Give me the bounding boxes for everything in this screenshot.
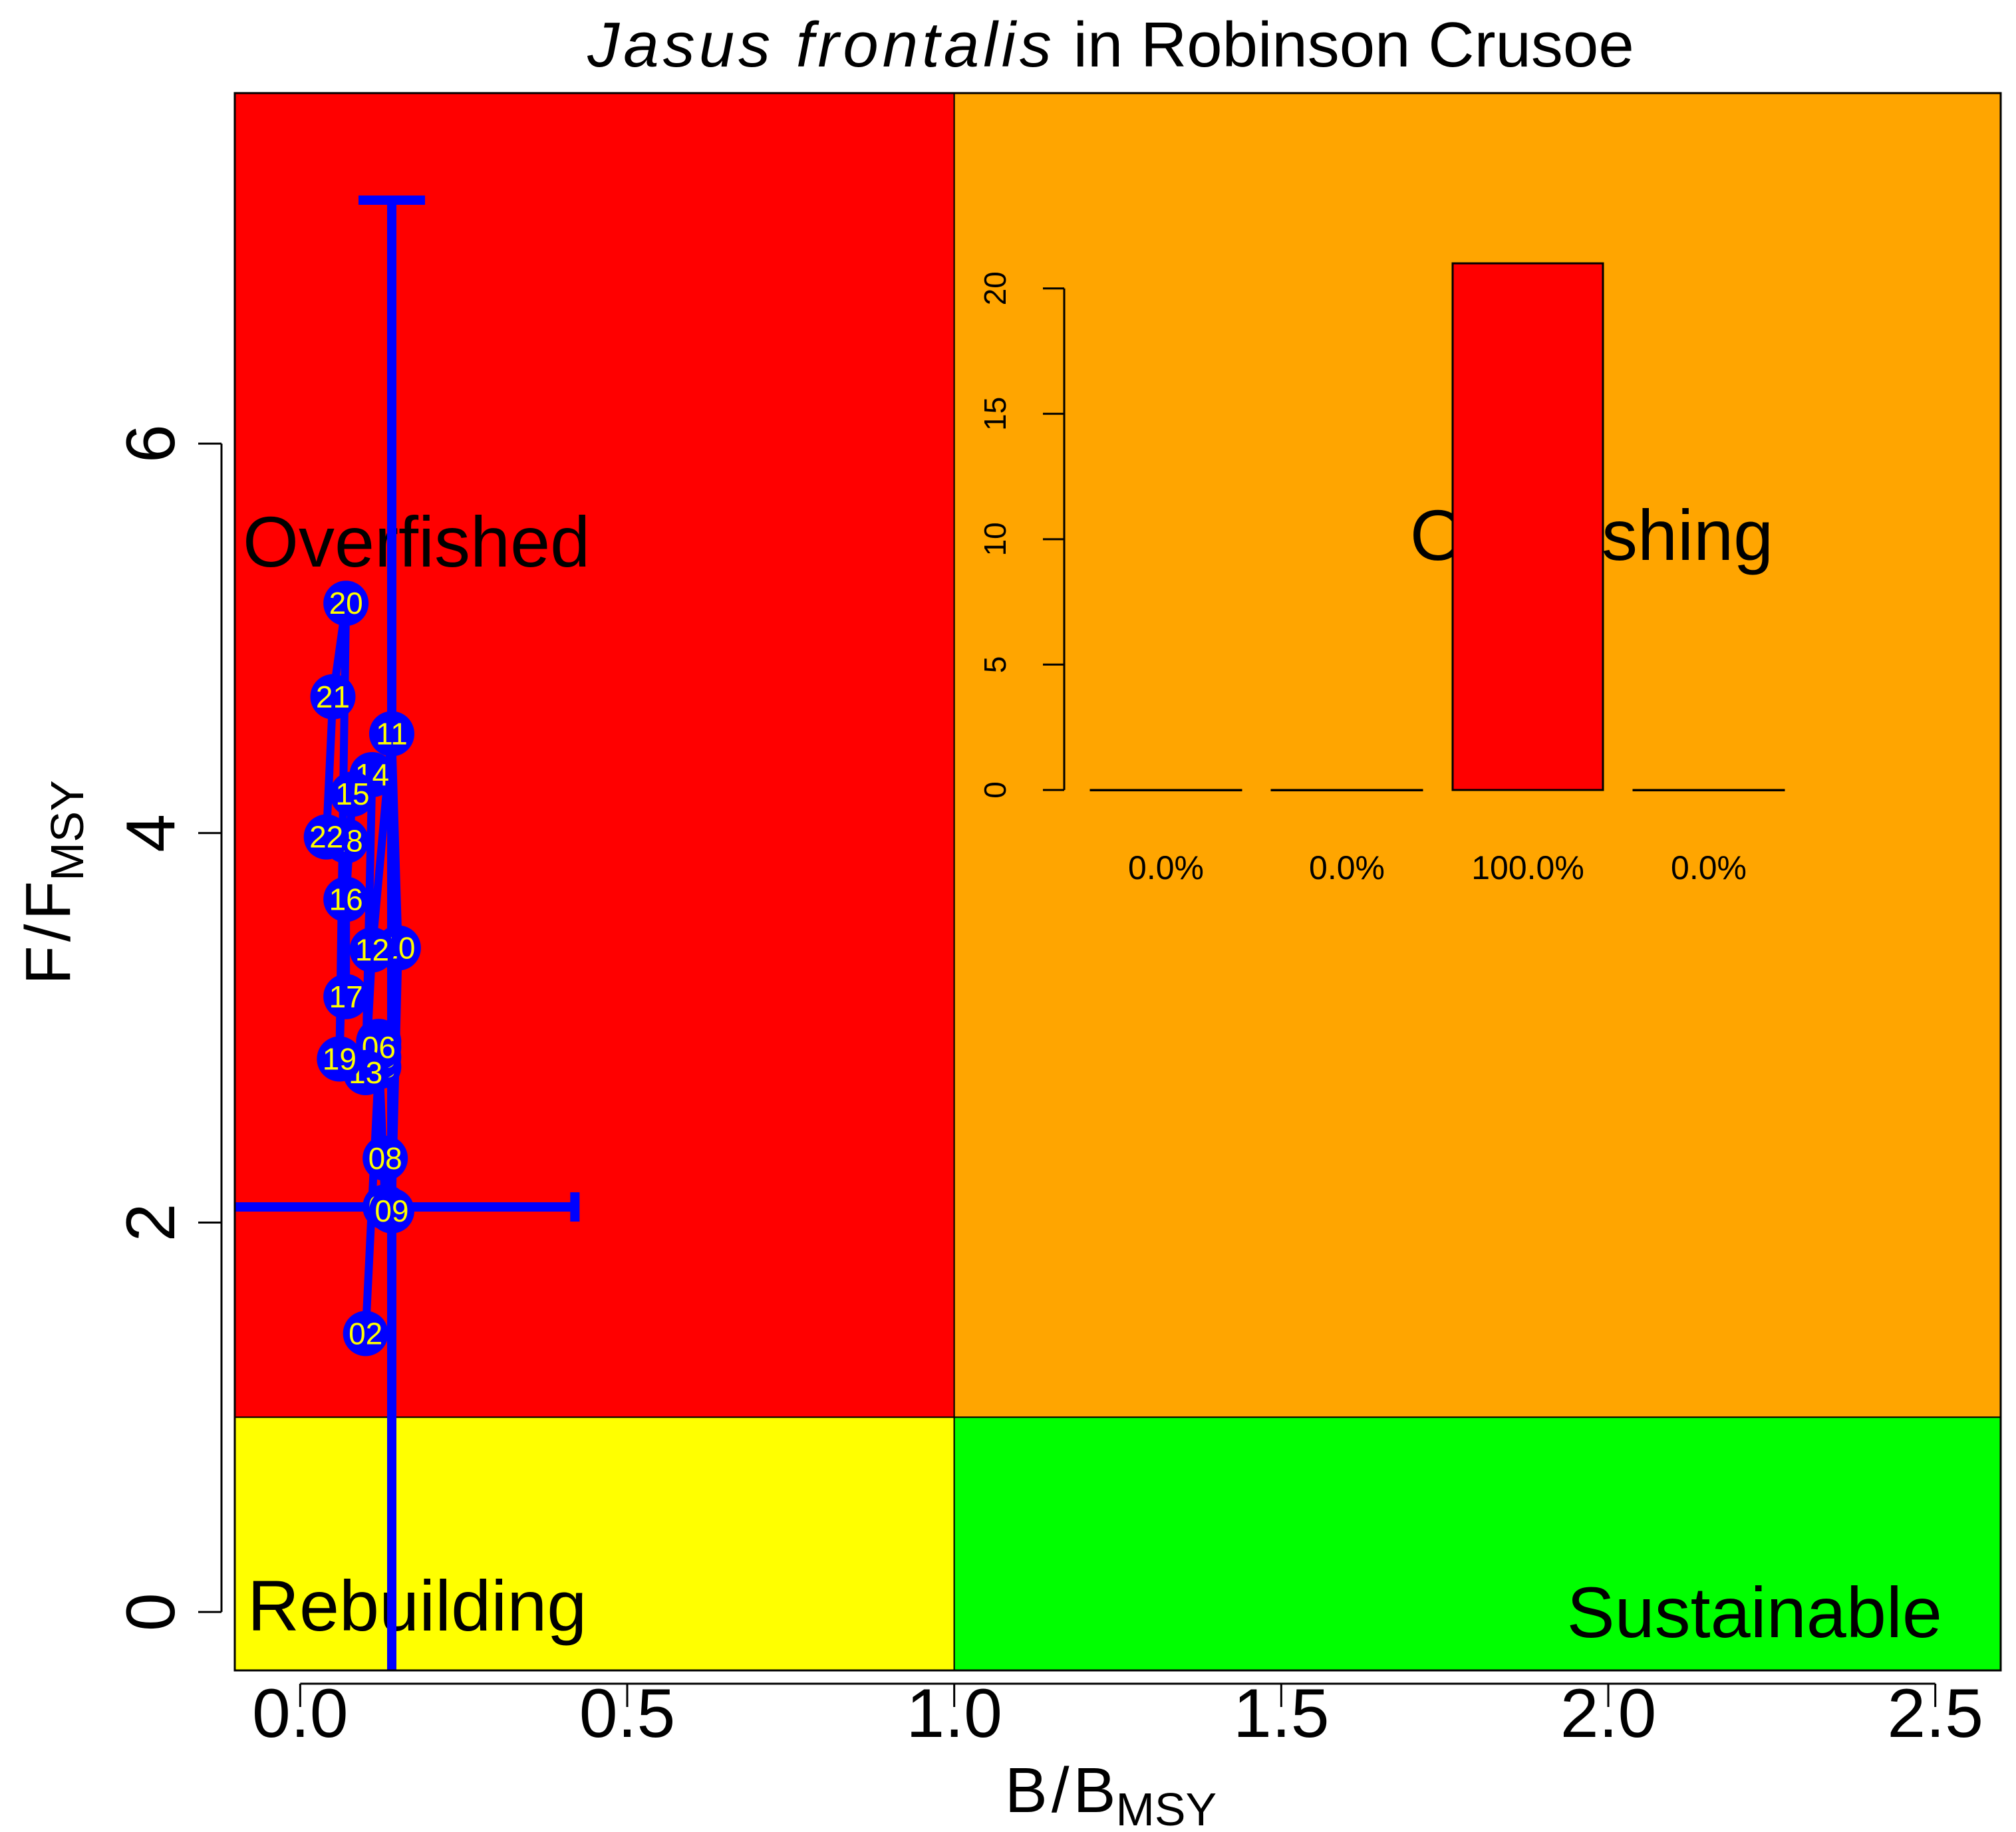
y-tick-label: 0 <box>112 1593 190 1631</box>
trajectory-point <box>343 1311 388 1357</box>
trajectory-point-label: 02 <box>349 1316 382 1351</box>
trajectory-point <box>317 1036 362 1082</box>
inset-y-tick-label: 15 <box>978 397 1012 431</box>
quadrant-rebuilding <box>234 1416 955 1671</box>
x-tick-label: 2.5 <box>1887 1675 1983 1752</box>
trajectory-point <box>323 876 369 922</box>
trajectory-point <box>349 927 395 973</box>
trajectory-point <box>362 1135 408 1181</box>
y-axis-label: F/FMSY <box>13 780 93 985</box>
trajectory-layer: 0203040506070809101112131415161718192021… <box>235 196 580 1670</box>
trajectory-point <box>369 1188 414 1234</box>
x-tick-label: 0.5 <box>579 1675 676 1752</box>
trajectory-point <box>369 711 414 757</box>
trajectory-point-label: 20 <box>329 586 363 620</box>
inset-bar <box>1270 789 1423 791</box>
trajectory-point <box>310 674 356 720</box>
trajectory-point <box>323 581 369 626</box>
x-axis-label-slash: / <box>1052 1755 1070 1826</box>
x-axis-label: B/BMSY <box>1005 1755 1217 1832</box>
trajectory-point-label: 16 <box>329 882 363 916</box>
inset-y-tick-label: 0 <box>978 781 1012 799</box>
x-tick-label: 1.0 <box>906 1675 1002 1752</box>
inset-y-tick-label: 5 <box>978 656 1012 674</box>
inset-bar-label: 0.0% <box>1671 849 1747 886</box>
inset-bar <box>1451 262 1604 791</box>
x-axis-label-main: B <box>1005 1755 1048 1826</box>
trajectory-point <box>323 974 369 1019</box>
trajectory-point-label: 22 <box>309 820 343 854</box>
trajectory-point-label: 15 <box>335 777 369 811</box>
trajectory-point <box>330 771 375 817</box>
trajectory-point-label: 09 <box>374 1194 408 1228</box>
quadrant-sustainable <box>953 1416 2001 1671</box>
y-axis-label-sub-main: F <box>13 881 84 920</box>
trajectory-point-label: 11 <box>376 716 408 751</box>
quadrant-label-sustainable: Sustainable <box>1567 1572 1942 1652</box>
x-tick-label: 0.0 <box>252 1675 349 1752</box>
trajectory-point-label: 19 <box>323 1041 357 1076</box>
x-axis-label-sub-main: B <box>1073 1755 1115 1826</box>
x-tick-label: 2.0 <box>1560 1675 1657 1752</box>
trajectory-point-label: 17 <box>329 980 363 1014</box>
y-axis-label-sub: MSY <box>41 780 93 881</box>
y-tick-label: 6 <box>112 424 190 463</box>
trajectory-point <box>303 814 349 860</box>
inset-bar-label: 0.0% <box>1128 849 1204 886</box>
trajectory-point-label: 08 <box>368 1141 402 1176</box>
plot-frame <box>233 92 2002 1672</box>
x-tick-label: 1.5 <box>1233 1675 1330 1752</box>
inset-y-tick-label: 20 <box>978 271 1012 305</box>
inset-bar <box>1632 789 1785 791</box>
quadrant-label-overfished: Overfished <box>243 501 590 582</box>
y-tick-label: 4 <box>112 814 190 852</box>
inset-bar-label: 0.0% <box>1309 849 1385 886</box>
x-axis-label-sub: MSY <box>1116 1783 1217 1832</box>
y-axis-label-slash: / <box>13 924 84 942</box>
trajectory-point-label: 12 <box>355 932 389 967</box>
quadrant-overfished <box>234 92 955 1418</box>
inset-bar-chart: 0 5 10 15 20 0.0% 0.0% 100.0% 0.0% <box>978 262 1785 886</box>
chart-title-rest: in Robinson Crusoe <box>1056 9 1634 80</box>
chart-title-species: Jasus frontalis <box>587 9 1056 80</box>
y-axis-label-main: F <box>13 946 84 985</box>
trajectory-point-label: 21 <box>316 680 350 714</box>
inset-bar <box>1089 789 1242 791</box>
inset-y-tick-label: 10 <box>978 522 1012 556</box>
y-tick-label: 2 <box>112 1204 190 1242</box>
chart-title: Jasus frontalis in Robinson Crusoe <box>587 9 1634 80</box>
inset-bar-label: 100.0% <box>1471 849 1584 886</box>
quadrant-label-rebuilding: Rebuilding <box>247 1565 587 1646</box>
